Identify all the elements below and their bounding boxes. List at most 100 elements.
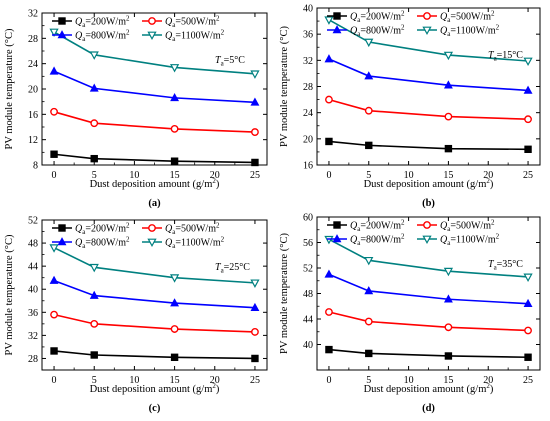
- data-point: [250, 279, 260, 288]
- chart-panel-d: 40 44 48 52 56 60 0 5 10 15 20 25 Dust deposition am…: [279, 213, 541, 414]
- series-line: [53, 350, 255, 360]
- series-line: [53, 70, 255, 104]
- x-tick-label: 15: [170, 170, 180, 181]
- y-tick-label: 32: [303, 56, 313, 67]
- x-tick-label: 0: [326, 375, 331, 386]
- x-tick-label: 25: [250, 375, 260, 386]
- x-tick-label: 0: [52, 170, 57, 181]
- legend-label: Qa=1100W/m2: [165, 236, 225, 251]
- data-point: [170, 298, 180, 307]
- data-point: [89, 51, 99, 60]
- legend-label: Qa=800W/m2: [350, 24, 405, 39]
- legend-marker: [147, 238, 157, 248]
- data-point: [50, 347, 58, 355]
- legend-marker: [422, 235, 432, 245]
- x-tick-label: 25: [250, 170, 260, 181]
- data-point: [251, 158, 259, 167]
- data-point: [324, 269, 334, 278]
- series-line: [53, 246, 255, 284]
- y-tick-label: 16: [28, 110, 38, 121]
- legend-marker: [148, 17, 156, 25]
- data-point: [170, 124, 179, 133]
- series-1: [325, 345, 532, 361]
- data-point: [50, 150, 58, 158]
- y-tick-label: 28: [303, 82, 313, 93]
- y-axis-title: PV module temperature (°C): [4, 234, 15, 355]
- data-point: [523, 273, 533, 282]
- x-axis-title: Dust deposition amount (g/m2): [364, 177, 494, 190]
- data-point: [524, 353, 532, 361]
- y-tick-label: 40: [28, 285, 38, 296]
- x-axis-title: Dust deposition amount (g/m2): [90, 382, 220, 395]
- data-point: [49, 244, 59, 253]
- data-point: [443, 267, 454, 277]
- series-line: [328, 58, 529, 92]
- data-point: [170, 157, 179, 165]
- legend-label: Qa=1100W/m2: [165, 29, 225, 44]
- series-3: [49, 66, 260, 106]
- y-tick-label: 28: [28, 354, 38, 365]
- data-point: [170, 353, 179, 362]
- x-tick-label: 0: [326, 170, 331, 181]
- legend-marker: [422, 26, 432, 36]
- legend: Qa=200W/m2 Qa=500W/m2 Qa=800W/m2 Qa=1100W/m…: [327, 10, 500, 39]
- series-line: [53, 111, 255, 133]
- data-point: [49, 28, 59, 38]
- legend-marker: [333, 12, 341, 20]
- data-point: [49, 66, 59, 75]
- x-tick-label: 10: [404, 170, 414, 181]
- y-tick-label: 40: [303, 340, 313, 351]
- legend-marker: [148, 224, 156, 232]
- chart-panel-b: 16 20 24 28 32 36 40 0 5 10 15 20 25 Dust deposition …: [279, 4, 541, 209]
- y-tick-label: 20: [28, 85, 38, 96]
- x-tick-label: 25: [523, 375, 533, 386]
- series-1: [325, 137, 532, 154]
- data-point: [170, 93, 180, 102]
- y-axis-title: PV module temperature (°C): [279, 233, 290, 354]
- data-point: [443, 294, 453, 303]
- series-2: [325, 95, 532, 124]
- x-tick-label: 20: [483, 375, 493, 386]
- series-line: [328, 238, 529, 278]
- data-point: [364, 38, 374, 48]
- data-point: [444, 112, 453, 121]
- series-1: [50, 150, 259, 167]
- series-line: [328, 19, 529, 62]
- data-point: [365, 141, 373, 150]
- chart-panel-a: 8 12 16 20 24 28 32 0 5 10 15 20 25 Dust deposition a…: [4, 9, 268, 209]
- series-3: [324, 269, 533, 307]
- legend-marker: [332, 25, 342, 34]
- data-point: [89, 263, 99, 273]
- data-point: [324, 16, 334, 25]
- series-4: [49, 244, 260, 288]
- data-point: [251, 328, 259, 336]
- legend-label: Qa=500W/m2: [165, 15, 220, 30]
- legend-label: Qa=1100W/m2: [440, 24, 500, 39]
- data-point: [50, 310, 58, 319]
- panel-caption: (c): [149, 403, 161, 414]
- x-tick-label: 15: [443, 170, 453, 181]
- x-tick-label: 10: [129, 170, 139, 181]
- y-axis-title: PV module temperature (°C): [4, 28, 15, 149]
- chart-panel-c: 28 32 36 40 44 48 52 0 5 10 15 20 25 Dust deposition …: [4, 216, 268, 414]
- data-point: [324, 54, 334, 63]
- y-tick-label: 36: [28, 308, 38, 319]
- data-point: [364, 286, 374, 295]
- legend-label: Qa=800W/m2: [75, 29, 130, 44]
- series-line: [328, 273, 529, 305]
- legend: Qa=200W/m2 Qa=500W/m2 Qa=800W/m2 Qa=1100W/m…: [327, 219, 500, 247]
- data-point: [523, 298, 533, 307]
- x-tick-label: 20: [483, 170, 493, 181]
- data-point: [443, 51, 454, 61]
- series-line: [328, 348, 529, 359]
- data-point: [89, 290, 99, 299]
- y-tick-label: 48: [303, 289, 313, 300]
- series-line: [328, 98, 529, 121]
- legend-label: Qa=800W/m2: [75, 236, 130, 251]
- legend-label: Qa=500W/m2: [440, 10, 495, 25]
- x-tick-label: 5: [366, 375, 371, 386]
- legend-marker: [58, 224, 66, 232]
- data-point: [325, 95, 333, 104]
- data-point: [250, 302, 260, 311]
- y-tick-label: 44: [28, 262, 38, 273]
